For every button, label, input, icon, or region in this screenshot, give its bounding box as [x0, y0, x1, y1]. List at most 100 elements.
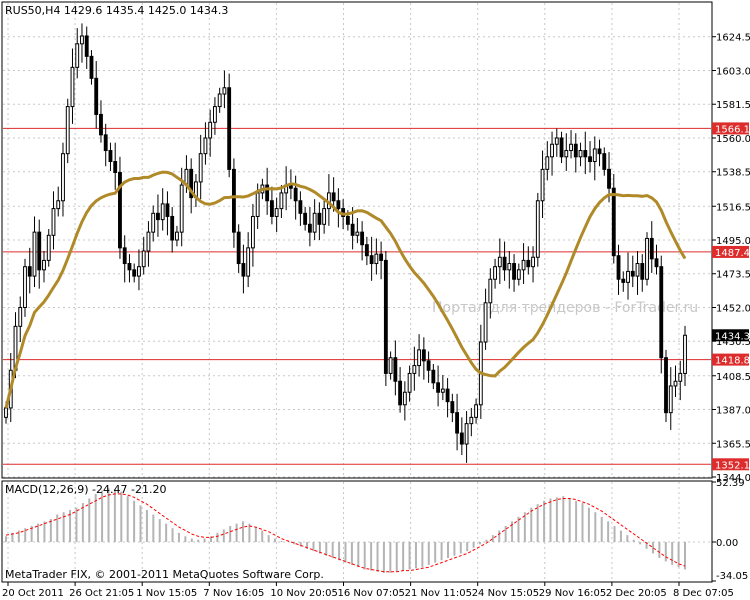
- candle-body: [231, 168, 236, 233]
- time-tick-label: 7 Nov 16:05: [203, 588, 264, 599]
- candle-body: [407, 372, 412, 393]
- candle-body: [455, 412, 460, 434]
- time-tick-label: 20 Oct 2011: [2, 588, 64, 599]
- level-label-box: [712, 458, 749, 471]
- price-tick-label: 1560.0: [716, 134, 750, 145]
- candle-body: [203, 137, 208, 155]
- time-tick-label: 10 Nov 20:05: [270, 588, 337, 599]
- level-label-text: 1566.1: [715, 124, 750, 135]
- candle-body: [113, 161, 118, 174]
- candle-body: [198, 153, 203, 183]
- candle-body: [345, 215, 350, 225]
- candle-body: [99, 113, 103, 136]
- candle-body: [4, 407, 8, 418]
- candle-body: [222, 87, 227, 95]
- candle-body: [602, 153, 607, 170]
- candle-body: [502, 256, 507, 271]
- level-label-box: [712, 353, 749, 366]
- time-tick-label: 2 Dec 20:05: [606, 588, 667, 599]
- candle-body: [436, 382, 441, 393]
- time-tick-label: 21 Nov 11:05: [405, 588, 472, 599]
- candle-body: [426, 360, 431, 371]
- candle-body: [51, 208, 56, 236]
- candle-body: [146, 231, 151, 252]
- candle-body: [303, 212, 308, 225]
- candle-body: [331, 192, 336, 202]
- candle-body: [246, 247, 251, 277]
- moving-average-line: [4, 170, 687, 409]
- candle-body: [573, 143, 578, 158]
- candle-body: [569, 143, 573, 152]
- candle-body: [402, 391, 407, 406]
- symbol-info: RUS50,H4 1429.6 1435.4 1425.0 1434.3: [5, 4, 228, 17]
- macd-histogram: [5, 488, 686, 573]
- price-tick-label: 1387.0: [716, 406, 750, 417]
- price-tick-label: 1603.0: [716, 66, 750, 77]
- candle-body: [32, 231, 37, 277]
- candle-body: [61, 153, 65, 202]
- candle-body: [42, 259, 46, 271]
- macd-tick-label: 52.39: [716, 478, 745, 489]
- candle-body: [108, 150, 113, 163]
- candle-body: [56, 200, 61, 210]
- level-label-text: 1418.8: [715, 356, 750, 367]
- candle-body: [307, 223, 312, 233]
- candle-body: [550, 143, 554, 158]
- candle-body: [250, 215, 255, 249]
- time-tick-label: 8 Dec 07:05: [673, 588, 734, 599]
- level-label-box: [712, 245, 749, 258]
- current-price-marker: 1434.3: [712, 329, 750, 342]
- candle-body: [673, 380, 678, 387]
- price-tick-label: 1365.5: [716, 439, 750, 450]
- candle-body: [393, 357, 398, 382]
- time-tick-label: 26 Oct 21:05: [69, 588, 134, 599]
- level-label-text: 1352.1: [715, 460, 750, 471]
- candle-body: [227, 87, 232, 170]
- candle-body: [592, 148, 597, 163]
- macd-grid: [3, 482, 711, 581]
- time-axis: 20 Oct 2011 26 Oct 21:05 1 Nov 15:05 7 Nov …: [2, 582, 734, 599]
- time-tick-label: 16 Nov 07:05: [338, 588, 405, 599]
- candle-body: [189, 168, 194, 199]
- candle-body: [526, 259, 531, 268]
- candle-body: [265, 184, 270, 202]
- candle-body: [659, 266, 664, 359]
- candle-body: [208, 121, 213, 139]
- macd-signal-line: [5, 493, 686, 573]
- candle-body: [664, 357, 668, 414]
- candle-body: [241, 263, 246, 277]
- candle-body: [450, 401, 455, 414]
- candle-body: [459, 432, 464, 445]
- candle-body: [512, 263, 516, 280]
- level-labels: 1566.1 1487.4 1418.8 1352.1: [712, 122, 750, 471]
- price-tick-label: 1581.5: [716, 100, 750, 111]
- candle-body: [597, 148, 602, 155]
- candle-body: [65, 106, 70, 155]
- candle-body: [175, 231, 179, 241]
- price-tick-label: 1473.5: [716, 270, 750, 281]
- candle-body: [440, 388, 445, 393]
- candle-body: [516, 269, 521, 280]
- candle-body: [607, 168, 611, 189]
- candle-body: [559, 137, 564, 158]
- candle-body: [279, 192, 284, 210]
- price-axis: 1624.5 1603.0 1581.5 1560.0 1538.5 1516.5 1495…: [712, 33, 750, 484]
- candle-body: [412, 365, 417, 374]
- candle-body: [640, 263, 645, 280]
- candle-body: [398, 380, 403, 406]
- candle-body: [564, 150, 569, 158]
- candle-body: [322, 208, 327, 225]
- candle-body: [118, 172, 122, 249]
- price-tick-label: 1516.5: [716, 202, 750, 213]
- candle-body: [160, 203, 165, 221]
- watermark-text: Портал для трейдеров - ForTrader.ru: [432, 300, 698, 316]
- time-tick-label: 24 Nov 15:05: [472, 588, 539, 599]
- time-tick-label: 1 Nov 15:05: [136, 588, 197, 599]
- candle-body: [678, 372, 683, 382]
- candle-body: [369, 255, 374, 265]
- candle-body: [27, 266, 32, 277]
- candle-body: [255, 192, 260, 217]
- macd-axis: 52.39 0.00 -34.05: [712, 478, 748, 582]
